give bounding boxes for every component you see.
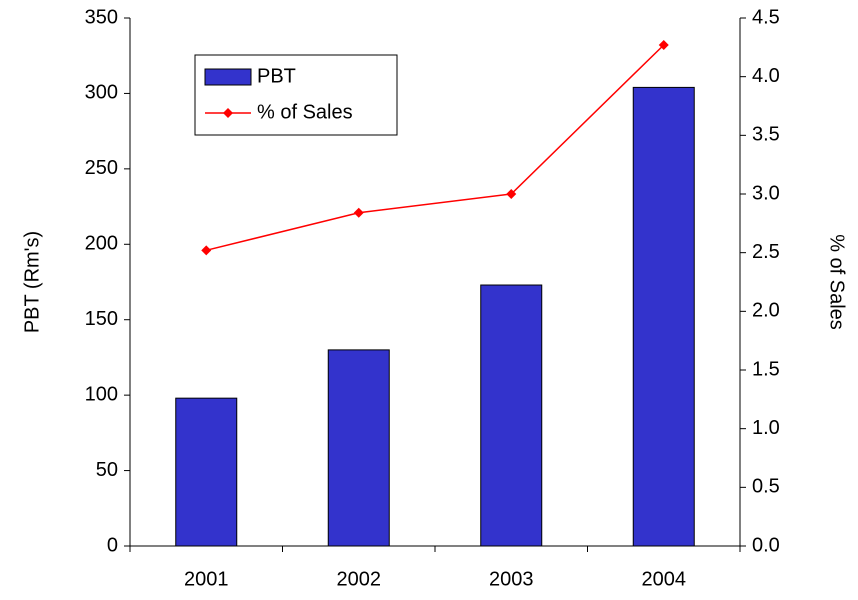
bar xyxy=(175,397,238,547)
marker xyxy=(506,189,517,199)
y-tick-label: 250 xyxy=(85,157,118,179)
y-tick-label: 300 xyxy=(85,82,118,104)
y-axis-label: PBT (Rm's) xyxy=(21,231,43,333)
legend-marker xyxy=(223,108,233,118)
line xyxy=(206,44,665,252)
y2-tick-label: 1.0 xyxy=(752,417,780,439)
x-tick-label: 2001 xyxy=(184,568,229,590)
y-tick-label: 100 xyxy=(85,383,118,405)
legend-box xyxy=(194,54,398,136)
legend-label: % of Sales xyxy=(257,101,353,123)
x-tick-label: 2003 xyxy=(489,568,534,590)
marker xyxy=(201,245,212,256)
legend-label: PBT xyxy=(257,65,296,87)
y2-tick-label: 3.0 xyxy=(752,182,780,204)
x-tick-label: 2004 xyxy=(642,568,687,590)
bar xyxy=(327,349,390,547)
y2-tick-label: 1.5 xyxy=(752,358,780,380)
y2-tick-label: 3.5 xyxy=(752,124,780,146)
marker xyxy=(658,39,669,50)
bar xyxy=(632,86,695,547)
y-tick-label: 150 xyxy=(85,308,118,330)
y-tick-label: 50 xyxy=(96,459,118,481)
y2-tick-label: 0.0 xyxy=(752,534,780,556)
marker xyxy=(353,207,364,218)
y2-axis-label: % of Sales xyxy=(826,234,848,330)
y-tick-label: 350 xyxy=(85,6,118,28)
x-tick-label: 2002 xyxy=(337,568,382,590)
y2-tick-label: 0.5 xyxy=(752,476,780,498)
y2-tick-label: 2.5 xyxy=(752,241,780,263)
bar xyxy=(480,284,543,547)
y-tick-label: 200 xyxy=(85,233,118,255)
y2-tick-label: 2.0 xyxy=(752,300,780,322)
legend-swatch xyxy=(204,68,252,86)
y-tick-label: 0 xyxy=(107,534,118,556)
y2-tick-label: 4.0 xyxy=(752,65,780,87)
y2-tick-label: 4.5 xyxy=(752,6,780,28)
